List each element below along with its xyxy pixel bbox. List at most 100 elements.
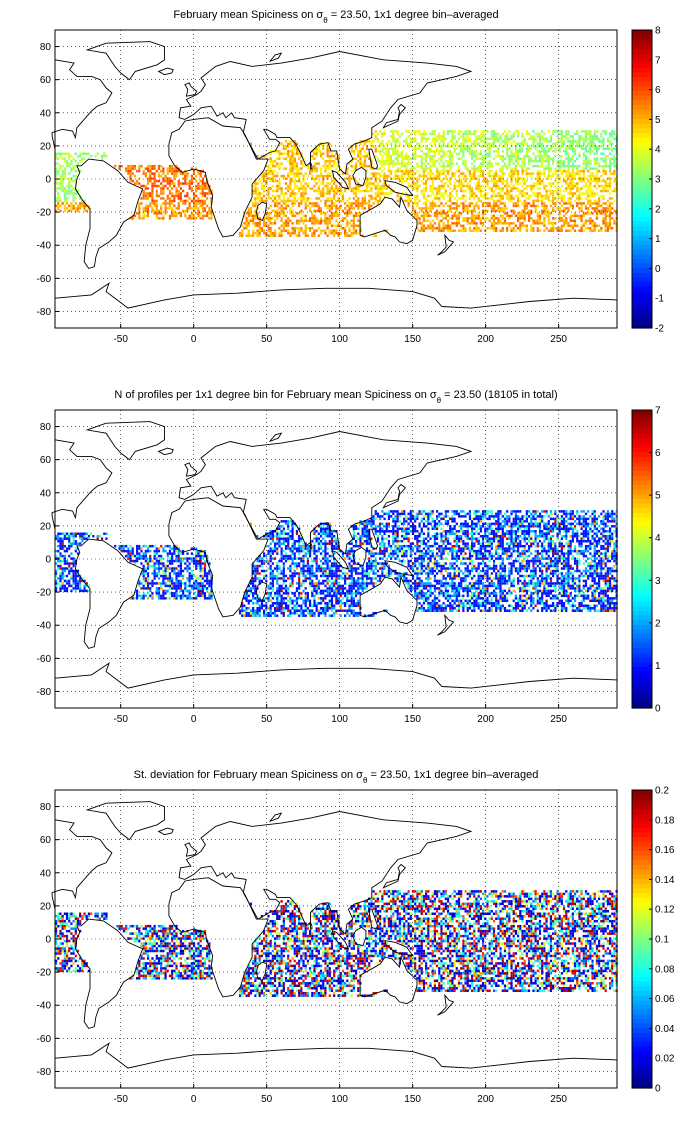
data-cell xyxy=(464,167,467,170)
data-cell xyxy=(315,607,318,610)
data-cell xyxy=(565,157,568,160)
data-cell xyxy=(160,597,163,600)
data-cell xyxy=(302,197,305,200)
data-cell xyxy=(160,217,163,220)
data-cell xyxy=(407,172,410,175)
data-cell xyxy=(293,611,296,615)
data-cell xyxy=(151,167,154,170)
data-cell xyxy=(352,187,355,190)
data-cell xyxy=(390,157,393,160)
data-cell xyxy=(571,187,574,190)
data-cell xyxy=(138,594,141,598)
data-cell xyxy=(422,224,426,228)
data-cell xyxy=(354,604,358,608)
data-cell xyxy=(188,184,191,188)
data-cell xyxy=(471,142,474,146)
data-cell xyxy=(324,611,327,615)
data-cell xyxy=(606,607,609,610)
data-cell xyxy=(457,164,461,168)
data-cell xyxy=(471,212,474,215)
data-cell xyxy=(333,159,336,163)
data-cell xyxy=(363,154,366,158)
data-cell xyxy=(444,192,447,195)
data-cell xyxy=(608,177,612,180)
data-cell xyxy=(74,169,77,173)
data-cell xyxy=(501,145,504,148)
data-cell xyxy=(598,184,601,188)
data-cell xyxy=(374,199,377,203)
data-cell xyxy=(420,209,423,213)
data-cell xyxy=(280,212,283,215)
data-cell xyxy=(510,154,513,158)
data-cell xyxy=(313,234,316,237)
data-cell xyxy=(591,229,594,232)
data-cell xyxy=(435,159,439,163)
data-cell xyxy=(63,199,66,203)
data-cell xyxy=(514,159,518,163)
data-cell xyxy=(497,177,500,180)
data-cell xyxy=(247,207,250,210)
data-cell xyxy=(195,167,198,170)
data-cell xyxy=(352,599,355,603)
data-cell xyxy=(317,222,320,225)
data-cell xyxy=(256,222,259,225)
data-cell xyxy=(276,164,279,168)
data-cell xyxy=(593,229,596,232)
data-cell xyxy=(153,167,156,170)
data-cell xyxy=(392,152,395,155)
data-cell xyxy=(560,209,563,213)
data-cell xyxy=(479,150,482,153)
data-cell xyxy=(247,594,250,598)
data-cell xyxy=(580,147,583,151)
data-cell xyxy=(149,192,152,195)
data-cell xyxy=(589,187,592,190)
data-cell xyxy=(523,140,526,143)
data-cell xyxy=(431,132,434,136)
data-cell xyxy=(475,137,478,141)
data-cell xyxy=(556,164,559,168)
data-cell xyxy=(118,164,121,168)
data-cell xyxy=(532,602,535,605)
data-cell xyxy=(435,135,439,138)
data-cell xyxy=(481,174,485,178)
data-cell xyxy=(569,157,572,160)
data-cell xyxy=(429,169,432,173)
data-cell xyxy=(571,207,574,210)
data-cell xyxy=(374,192,377,195)
data-cell xyxy=(547,607,550,610)
data-cell xyxy=(282,209,285,213)
data-cell xyxy=(295,222,299,225)
data-cell xyxy=(473,602,476,605)
data-cell xyxy=(464,177,467,180)
data-cell xyxy=(74,189,77,193)
data-cell xyxy=(173,177,176,180)
data-cell xyxy=(593,199,596,203)
data-cell xyxy=(352,189,355,193)
data-cell xyxy=(175,207,178,210)
colorbar-segment xyxy=(632,48,652,54)
data-cell xyxy=(171,207,174,210)
data-cell xyxy=(495,150,498,153)
data-cell xyxy=(479,172,482,175)
data-cell xyxy=(591,174,594,178)
data-cell xyxy=(379,159,382,163)
data-cell xyxy=(602,159,605,163)
data-cell xyxy=(146,177,150,180)
data-cell xyxy=(573,164,577,168)
data-cell xyxy=(381,135,384,138)
data-cell xyxy=(289,179,292,183)
data-cell xyxy=(168,192,172,195)
data-cell xyxy=(589,599,592,603)
data-cell xyxy=(76,204,80,208)
data-cell xyxy=(598,177,601,180)
data-cell xyxy=(606,209,609,213)
data-cell xyxy=(376,140,380,143)
data-cell xyxy=(298,167,301,170)
data-cell xyxy=(435,212,439,215)
data-cell xyxy=(368,182,371,185)
data-cell xyxy=(313,152,316,155)
data-cell xyxy=(479,194,482,198)
data-cell xyxy=(201,192,204,195)
data-cell xyxy=(370,167,373,170)
data-cell xyxy=(565,207,568,210)
